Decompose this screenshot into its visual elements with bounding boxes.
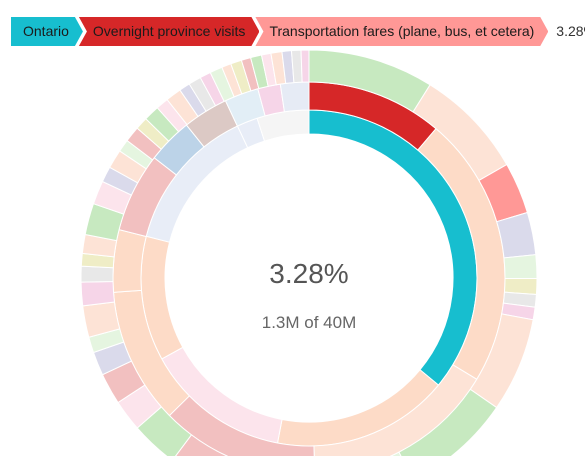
sunburst-segment-level3-10[interactable] bbox=[367, 451, 413, 456]
center-percentage: 3.28% bbox=[269, 258, 349, 289]
sunburst-segment-level2-5[interactable] bbox=[112, 228, 147, 293]
breadcrumb-item-transportation-fares[interactable]: Transportation fares (plane, bus, et cet… bbox=[255, 17, 548, 46]
sunburst-segment-level2-11[interactable] bbox=[279, 81, 310, 113]
breadcrumb-item-overnight-province-visits[interactable]: Overnight province visits bbox=[79, 17, 260, 46]
sunburst-segment-level3-4[interactable] bbox=[503, 254, 538, 280]
sunburst-segment-level3-23[interactable] bbox=[80, 265, 114, 283]
sunburst-segment-level3-22[interactable] bbox=[80, 280, 116, 307]
sunburst-segment-level3-48[interactable] bbox=[300, 49, 310, 83]
center-subtitle: 1.3M of 40M bbox=[261, 313, 357, 332]
sunburst-segment-level3-47[interactable] bbox=[290, 49, 303, 84]
breadcrumb: Ontario Overnight province visits Transp… bbox=[11, 17, 585, 46]
breadcrumb-item-ontario[interactable]: Ontario bbox=[11, 17, 83, 46]
breadcrumb-percentage: 3.28% bbox=[556, 23, 585, 39]
